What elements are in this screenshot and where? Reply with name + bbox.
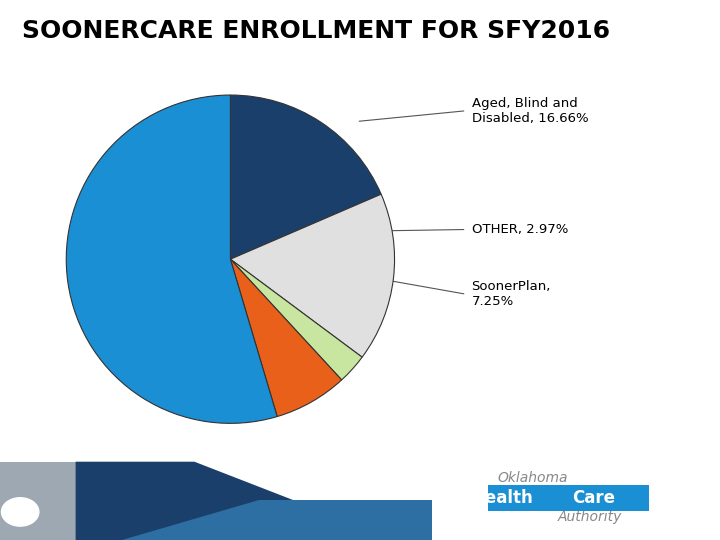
Wedge shape — [230, 95, 381, 259]
Wedge shape — [230, 194, 395, 357]
Wedge shape — [230, 259, 342, 416]
Text: Children/Parents,
54.60%: Children/Parents, 54.60% — [61, 326, 191, 354]
Text: Aged, Blind and
Disabled, 16.66%: Aged, Blind and Disabled, 16.66% — [472, 97, 588, 125]
Text: Oklahoma: Oklahoma — [498, 471, 568, 485]
Text: SoonerPlan,
7.25%: SoonerPlan, 7.25% — [472, 280, 551, 308]
Polygon shape — [0, 462, 122, 540]
Text: SOONERCARE ENROLLMENT FOR SFY2016: SOONERCARE ENROLLMENT FOR SFY2016 — [22, 19, 610, 43]
Text: OTHER, 2.97%: OTHER, 2.97% — [472, 223, 568, 236]
Text: Health: Health — [471, 489, 533, 508]
Text: 3: 3 — [15, 504, 25, 519]
Wedge shape — [230, 259, 362, 380]
Polygon shape — [76, 462, 396, 540]
Text: CHIP Kids & CHIP
Prenatal, 18.52%: CHIP Kids & CHIP Prenatal, 18.52% — [91, 140, 219, 168]
FancyBboxPatch shape — [488, 485, 649, 511]
Circle shape — [2, 498, 38, 525]
Text: Care: Care — [572, 489, 616, 508]
Polygon shape — [122, 500, 432, 540]
Wedge shape — [66, 95, 277, 423]
Text: Authority: Authority — [558, 510, 623, 524]
